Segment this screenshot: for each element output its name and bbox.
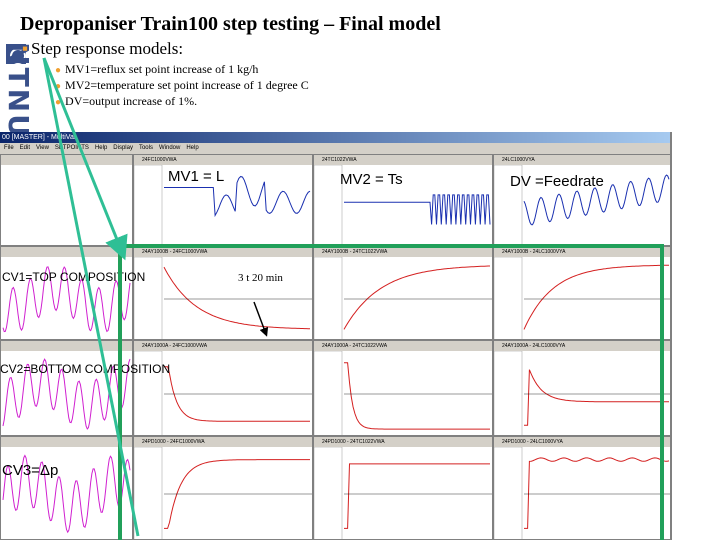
plot-header	[1, 155, 132, 165]
trend-plot	[0, 154, 133, 246]
plot-header: 24LC1000VYA	[494, 155, 670, 165]
step-response-plot: 24AY1000B - 24FC1000VWA	[133, 246, 313, 340]
trend-plot	[0, 246, 133, 340]
plot-header	[1, 247, 132, 257]
bullet-icon: ●	[55, 65, 62, 76]
dv-label: DV =Feedrate	[510, 173, 604, 190]
menu-bar: File Edit View SETPOINTS Help Display To…	[0, 143, 670, 153]
step-response-plot: 24AY1000A - 24FC1000VWA	[133, 340, 313, 436]
bullet-icon: ●	[55, 97, 62, 108]
plot-header: 24PD1000 - 24TC1022VWA	[314, 437, 492, 447]
plot-header: 24AY1000B - 24LC1000VYA	[494, 247, 670, 257]
plot-header: 24PD1000 - 24LC1000VYA	[494, 437, 670, 447]
plot-header: 24FC1000VWA	[134, 155, 312, 165]
plot-header: 24PD1000 - 24FC1000VWA	[134, 437, 312, 447]
step-response-plot: 24AY1000A - 24TC1022VWA	[313, 340, 493, 436]
slide-title: Depropaniser Train100 step testing – Fin…	[20, 13, 441, 35]
bullet-icon: ●	[55, 81, 62, 92]
app-window: 00 [MASTER] - MultiVar File Edit View SE…	[0, 132, 672, 540]
sub-bullet-text: DV=output increase of 1%.	[65, 94, 198, 108]
sub-bullet-mv1: ● MV1=reflux set point increase of 1 kg/h	[55, 62, 258, 77]
step-response-plot: 24AY1000B - 24LC1000VYA	[493, 246, 670, 340]
menu-item-setpoints[interactable]: SETPOINTS	[54, 145, 89, 151]
settling-time-annotation: 3 t 20 min	[238, 272, 283, 284]
main-bullet: ▪ Step response models:	[22, 39, 183, 59]
menu-item-edit[interactable]: Edit	[19, 145, 31, 151]
sub-bullet-text: MV1=reflux set point increase of 1 kg/h	[65, 62, 259, 76]
menu-item-display[interactable]: Display	[113, 145, 133, 151]
step-response-plot: 24PD1000 - 24LC1000VYA	[493, 436, 670, 540]
menu-item-view[interactable]: View	[36, 145, 49, 151]
logo-emblem	[6, 44, 26, 64]
mv-trend-plot: 24LC1000VYA	[493, 154, 670, 246]
sub-bullet-dv: ● DV=output increase of 1%.	[55, 94, 197, 109]
sub-bullet-mv2: ● MV2=temperature set point increase of 1…	[55, 78, 309, 93]
step-response-plot: 24PD1000 - 24TC1022VWA	[313, 436, 493, 540]
window-titlebar: 00 [MASTER] - MultiVar	[0, 132, 670, 143]
mv-trend-plot: 24FC1000VWA	[133, 154, 313, 246]
main-bullet-text: Step response models:	[31, 39, 184, 58]
plot-grid: 24FC1000VWA 24TC1022VWA 24LC1000VYA 24AY100…	[0, 154, 670, 540]
cv2-label: CV2=BOTTOM COMPOSITION	[0, 362, 171, 376]
mv1-label: MV1 = L	[168, 168, 225, 185]
cv1-label: CV1=TOP COMPOSITION	[2, 270, 146, 284]
plot-header	[1, 437, 132, 447]
menu-item-file[interactable]: File	[4, 145, 14, 151]
plot-header: 24TC1022VWA	[314, 155, 492, 165]
mv-trend-plot: 24TC1022VWA	[313, 154, 493, 246]
plot-header: 24AY1000A - 24LC1000VYA	[494, 341, 670, 351]
plot-header: 24AY1000A - 24FC1000VWA	[134, 341, 312, 351]
menu-item-help2[interactable]: Help	[186, 145, 199, 151]
menu-item-tools[interactable]: Tools	[138, 145, 153, 151]
plot-header: 24AY1000A - 24TC1022VWA	[314, 341, 492, 351]
step-response-plot: 24PD1000 - 24FC1000VWA	[133, 436, 313, 540]
sub-bullet-text: MV2=temperature set point increase of 1 …	[65, 78, 309, 92]
step-response-plot: 24AY1000B - 24TC1022VWA	[313, 246, 493, 340]
plot-header: 24AY1000B - 24FC1000VWA	[134, 247, 312, 257]
plot-header: 24AY1000B - 24TC1022VWA	[314, 247, 492, 257]
bullet-icon: ▪	[22, 39, 29, 58]
mv2-label: MV2 = Ts	[340, 171, 403, 188]
trend-plot	[0, 436, 133, 540]
cv3-label: CV3=Δp	[2, 462, 59, 479]
trend-plot	[0, 340, 133, 436]
menu-item-help[interactable]: Help	[94, 145, 108, 151]
plot-header	[1, 341, 132, 351]
step-response-plot: 24AY1000A - 24LC1000VYA	[493, 340, 670, 436]
menu-item-window[interactable]: Window	[158, 145, 181, 151]
